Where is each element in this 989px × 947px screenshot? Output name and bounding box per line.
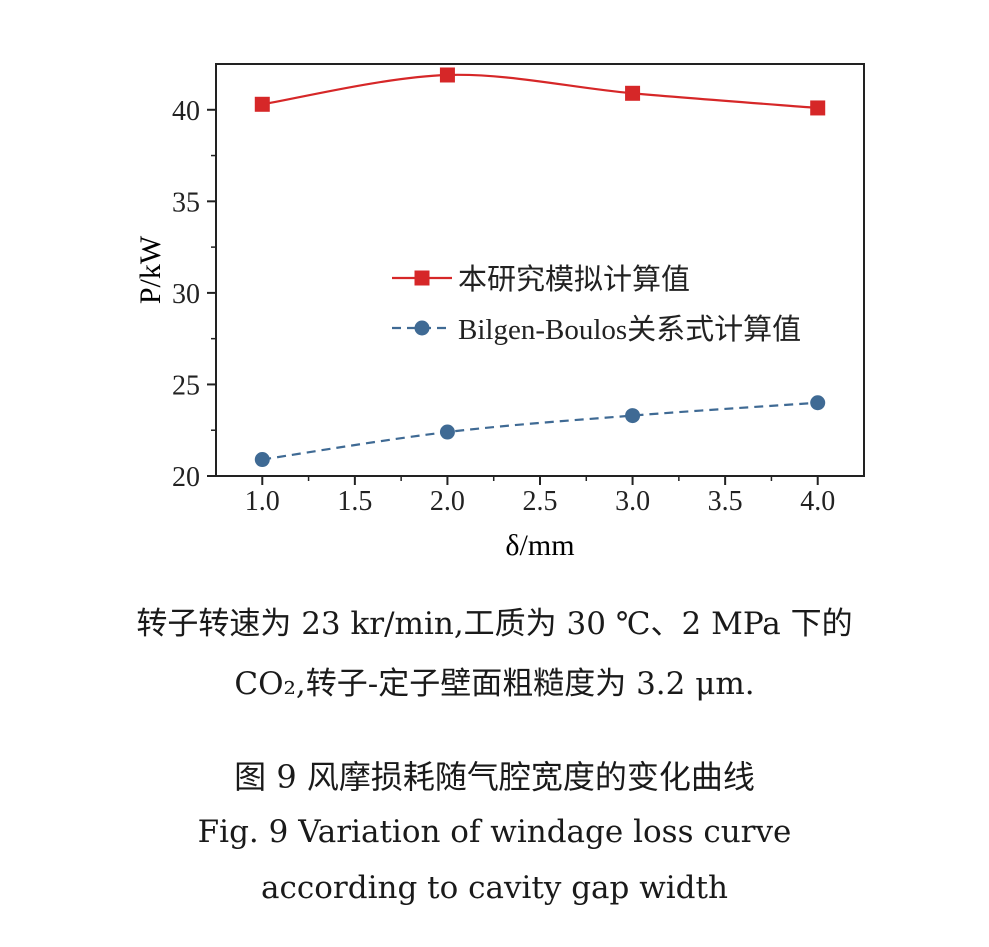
x-tick-label: 1.0 — [245, 486, 280, 517]
y-axis-label: P/kW — [134, 235, 167, 304]
figure-caption-english-line-2: according to cavity gap width — [261, 870, 728, 906]
legend-marker-square — [414, 270, 430, 286]
data-point-square — [254, 96, 270, 112]
data-point-circle — [254, 452, 270, 468]
y-tick-label: 25 — [172, 370, 200, 401]
y-tick-label: 30 — [172, 279, 200, 310]
data-point-square — [810, 100, 826, 116]
x-tick-label: 3.5 — [708, 486, 743, 517]
data-point-circle — [810, 395, 826, 411]
x-tick-label: 2.0 — [430, 486, 465, 517]
x-tick-label: 1.5 — [337, 486, 372, 517]
legend-label-1: 本研究模拟计算值 — [458, 263, 690, 296]
y-tick-label: 35 — [172, 187, 200, 218]
data-point-circle — [625, 408, 641, 424]
figure-caption-chinese: 图 9 风摩损耗随气腔宽度的变化曲线 — [234, 758, 755, 796]
data-point-square — [625, 85, 641, 101]
x-axis-label: δ/mm — [505, 529, 574, 562]
data-point-square — [439, 67, 455, 83]
data-point-circle — [439, 424, 455, 440]
figure-caption-english-line-1: Fig. 9 Variation of windage loss curve — [197, 814, 792, 850]
plot-frame — [215, 63, 865, 477]
y-tick-label: 20 — [172, 462, 200, 493]
figure-note-line-2: CO₂,转子-定子壁面粗糙度为 3.2 μm. — [234, 666, 755, 702]
y-tick-label: 40 — [172, 96, 200, 127]
series-line-2 — [262, 401, 818, 461]
series-line-1 — [262, 73, 818, 110]
legend-marker-circle — [414, 320, 430, 336]
figure-note-line-1: 转子转速为 23 kr/min,工质为 30 ℃、2 MPa 下的 — [136, 606, 853, 642]
x-tick-label: 2.5 — [523, 486, 558, 517]
x-tick-label: 3.0 — [615, 486, 650, 517]
x-tick-label: 4.0 — [800, 486, 835, 517]
legend-label-2: Bilgen-Boulos关系式计算值 — [458, 313, 801, 346]
chart: 1.0 1.5 2.0 2.5 3.0 3.5 4.0 20 25 30 35 40 本研究模拟计算值 B… — [134, 63, 865, 562]
